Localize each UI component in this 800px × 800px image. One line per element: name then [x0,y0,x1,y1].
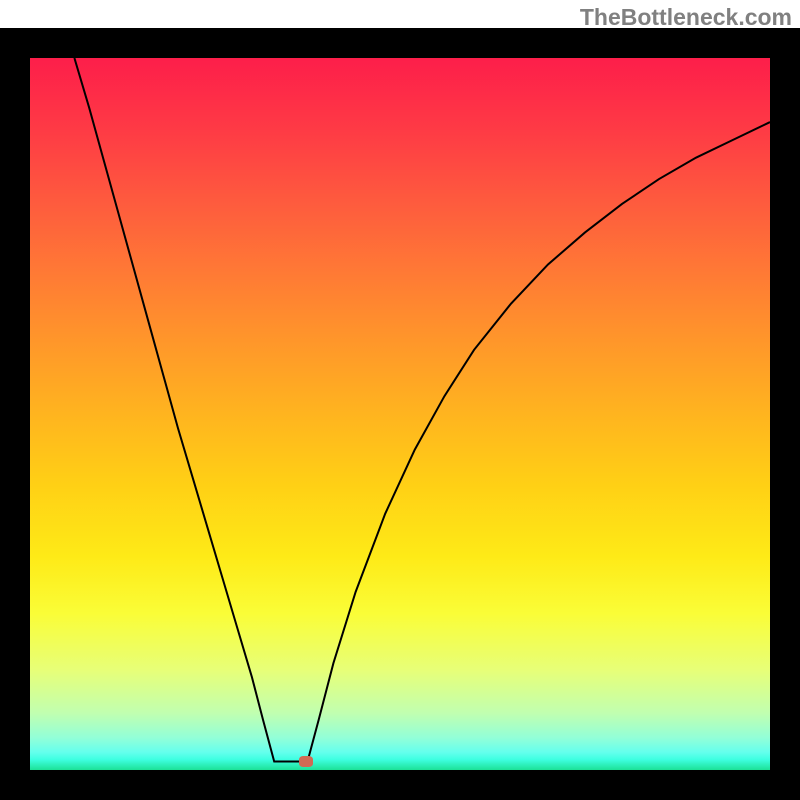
watermark-text: TheBottleneck.com [580,4,792,31]
chart-container: TheBottleneck.com [0,0,800,800]
plot-svg [30,58,770,770]
optimal-point-marker [299,756,313,767]
gradient-background [30,58,770,770]
plot-area [30,58,770,770]
